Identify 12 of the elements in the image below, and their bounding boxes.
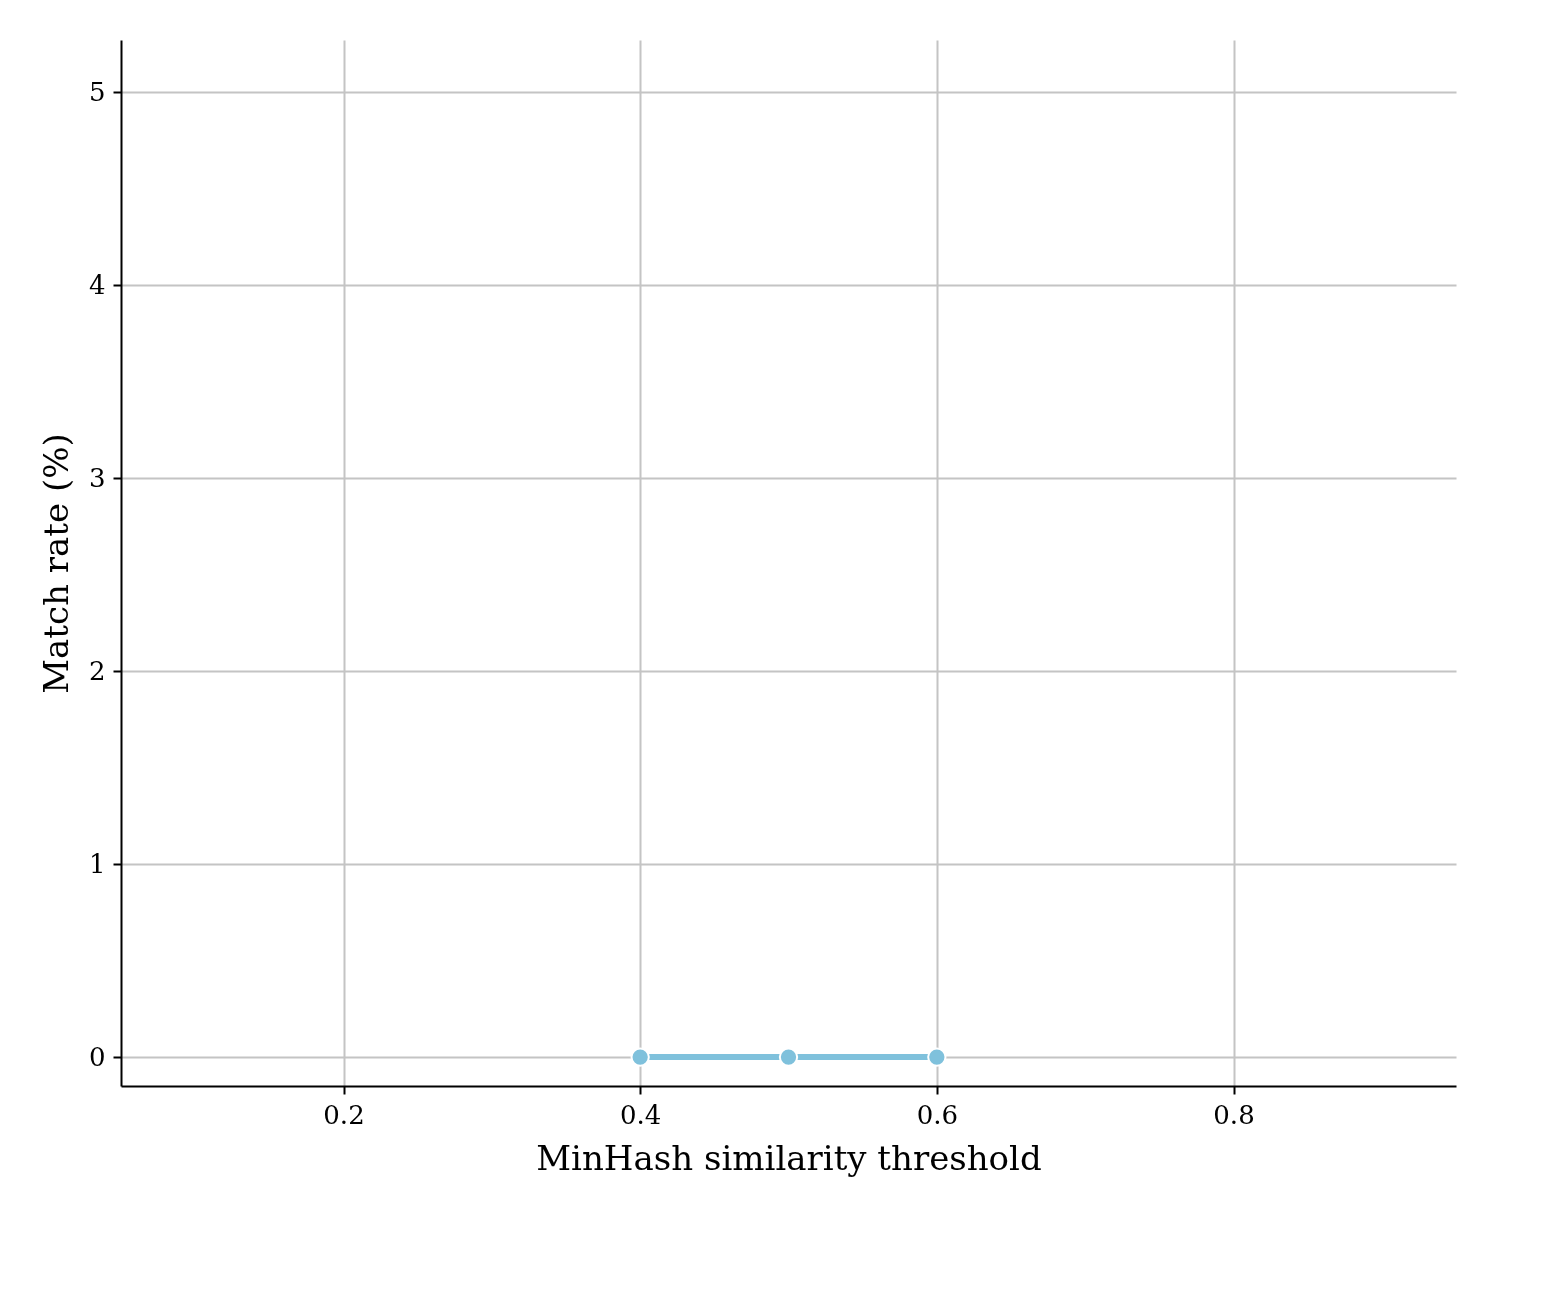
x-tick-label: 0.6	[916, 1099, 959, 1130]
y-tick-label: 4	[88, 269, 106, 300]
y-tick-label: 5	[88, 76, 106, 107]
y-axis-title: Match rate (%)	[35, 433, 76, 694]
y-tick-label: 1	[88, 848, 106, 879]
y-tick-label: 3	[88, 462, 106, 493]
y-tick-label: 2	[88, 655, 106, 686]
x-tick-label: 0.2	[323, 1099, 365, 1130]
y-tick-label: 0	[88, 1041, 106, 1072]
x-tick-label: 0.8	[1213, 1099, 1255, 1130]
x-axis-title: MinHash similarity threshold	[536, 1137, 1042, 1178]
x-tick-label: 0.4	[619, 1099, 662, 1130]
